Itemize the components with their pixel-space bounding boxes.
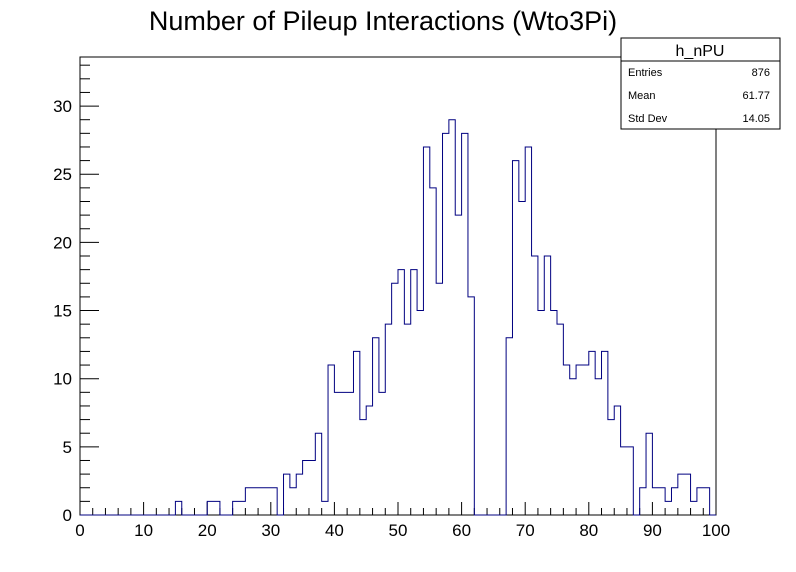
y-tick-label: 20	[53, 233, 72, 252]
stats-box-title: h_nPU	[676, 43, 725, 60]
y-tick-label: 25	[53, 165, 72, 184]
stats-box: h_nPU Entries 876 Mean 61.77 Std Dev 14.…	[620, 37, 781, 130]
y-tick-label: 5	[63, 438, 72, 457]
y-tick-label: 10	[53, 370, 72, 389]
stats-stddev-value: 14.05	[742, 113, 770, 125]
chart-title: Number of Pileup Interactions (Wto3Pi)	[149, 6, 617, 36]
stats-entries-label: Entries	[628, 67, 663, 79]
x-tick-label: 90	[643, 521, 662, 540]
histogram-line	[80, 119, 716, 516]
stats-stddev-label: Std Dev	[628, 113, 668, 125]
x-tick-label: 70	[516, 521, 535, 540]
x-tick-label: 40	[325, 521, 344, 540]
x-tick-label: 30	[261, 521, 280, 540]
y-tick-label: 30	[53, 97, 72, 116]
x-tick-label: 20	[198, 521, 217, 540]
x-tick-label: 60	[452, 521, 471, 540]
x-tick-label: 50	[389, 521, 408, 540]
x-tick-label: 0	[75, 521, 84, 540]
y-tick-label: 15	[53, 302, 72, 321]
x-tick-label: 100	[702, 521, 730, 540]
stats-entries-value: 876	[752, 67, 770, 79]
y-tick-label: 0	[63, 506, 72, 525]
stats-mean-label: Mean	[628, 90, 656, 102]
x-tick-label: 10	[134, 521, 153, 540]
x-tick-label: 80	[579, 521, 598, 540]
stats-mean-value: 61.77	[742, 90, 770, 102]
